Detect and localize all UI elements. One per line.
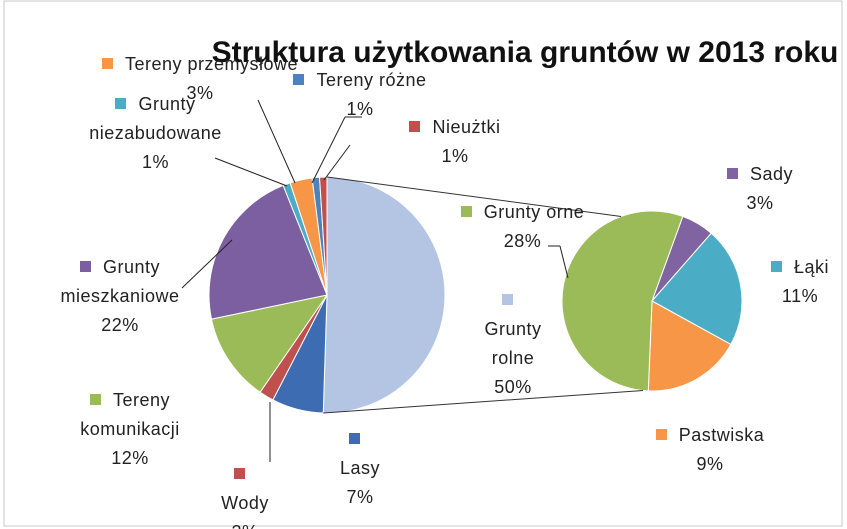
data-label: Grunty mieszkaniowe 22% [20,253,220,340]
legend-marker [79,261,91,272]
legend-marker [726,168,738,179]
leader-line [214,157,288,187]
legend-marker [655,429,667,440]
value-label: 1% [441,146,469,166]
value-label: 9% [696,454,724,474]
legend-marker [409,121,421,132]
data-label: Grunty orne 28% [435,198,610,256]
pie-slice [210,294,329,393]
category-label: Tereny komunikacji [80,390,180,439]
connector-line [326,176,622,217]
category-label: Grunty mieszkaniowe [60,257,180,306]
chart-border [3,0,843,527]
leader-line [257,99,296,184]
value-label: 12% [111,448,149,468]
value-label: 11% [781,286,819,306]
data-label: Wody 2% [210,460,280,529]
value-label: 28% [503,231,542,251]
value-label: 22% [101,315,139,335]
legend-marker [770,261,782,272]
connector-line [323,390,644,414]
data-label: Sady 3% [700,160,820,218]
value-label: 50% [494,377,532,397]
legend-marker [233,468,245,479]
legend-marker [89,394,101,405]
data-label: Łąki 11% [745,253,847,311]
category-label: Lasy [339,458,381,478]
category-label: Grunty niezabudowane [89,94,222,143]
value-label: 2% [231,522,258,529]
data-label: Lasy 7% [330,425,390,512]
value-label: 3% [746,193,774,213]
value-label: 7% [346,487,374,507]
pie-slice [318,176,328,296]
legend-marker [348,433,360,444]
pie-slice [651,232,743,346]
data-label: Tereny komunikacji 12% [60,386,200,473]
category-label: Tereny różne [316,70,427,90]
legend-marker [101,58,113,69]
legend-marker [293,74,305,85]
category-label: Tereny przemysłowe [124,54,299,74]
pie-slice [208,184,328,320]
data-label: Tereny różne 1% [290,66,430,124]
pie-slice [647,300,732,392]
data-label: Nieużtki 1% [385,113,525,171]
legend-marker [115,98,127,109]
value-label: 1% [346,99,374,119]
leader-line [311,116,346,184]
data-label: Grunty rolne 50% [478,286,548,402]
data-label: Tereny przemysłowe 3% [100,50,300,108]
category-label: Grunty rolne [484,319,542,368]
value-label: 3% [186,83,214,103]
pie-slice [322,176,446,414]
category-label: Łąki [793,257,830,277]
pie-slice [561,210,684,392]
leader-line [181,239,233,289]
value-label: 1% [141,152,169,172]
category-label: Sady [749,164,794,184]
legend-marker [460,206,472,217]
chart-title: Struktura użytkowania gruntów w 2013 rok… [211,36,839,69]
legend-marker [501,294,513,305]
category-label: Grunty orne [483,202,585,222]
category-label: Pastwiska [678,425,765,445]
category-label: Wody [221,493,269,513]
leader-line [559,245,569,279]
data-label: Grunty niezabudowane 1% [88,90,223,177]
category-label: Nieużtki [432,117,501,137]
data-label: Pastwiska 9% [630,421,790,479]
leader-line [323,144,351,181]
